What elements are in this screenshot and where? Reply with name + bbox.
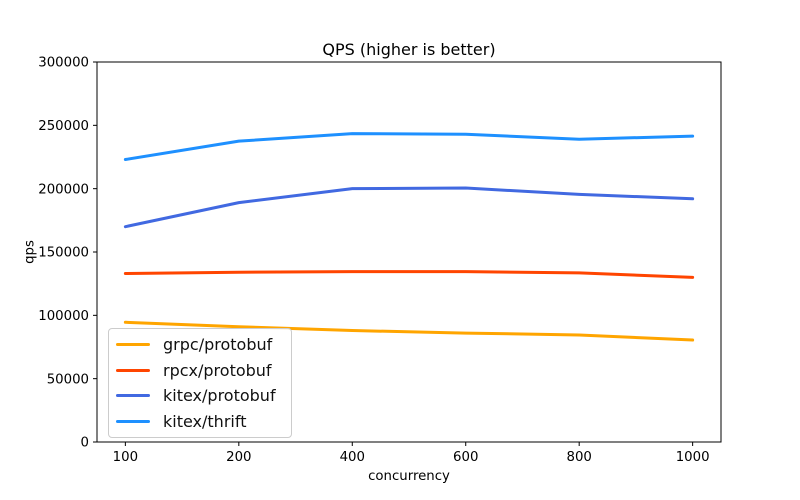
x-tick-label: 800 bbox=[566, 450, 591, 465]
x-tick-label: 200 bbox=[226, 450, 251, 465]
legend-swatch-rpcx-protobuf bbox=[116, 368, 150, 372]
legend-item-kitex-protobuf: kitex/protobuf bbox=[109, 383, 291, 408]
series-line-kitex-thrift bbox=[123, 132, 695, 162]
y-tick-label: 100000 bbox=[38, 309, 89, 324]
legend-swatch-kitex-protobuf bbox=[116, 394, 150, 398]
y-tick-label: 150000 bbox=[38, 246, 89, 261]
legend-item-grpc-protobuf: grpc/protobuf bbox=[109, 332, 291, 357]
series-line-kitex-protobuf bbox=[123, 186, 695, 229]
legend-item-rpcx-protobuf: rpcx/protobuf bbox=[109, 358, 291, 383]
chart-title: QPS (higher is better) bbox=[322, 40, 496, 59]
x-tick-label: 600 bbox=[453, 450, 478, 465]
y-tick-label: 300000 bbox=[38, 56, 89, 71]
series-line-grpc-protobuf bbox=[123, 320, 695, 342]
y-tick-label: 50000 bbox=[47, 372, 89, 387]
legend-label: kitex/protobuf bbox=[163, 386, 276, 406]
legend-label: rpcx/protobuf bbox=[163, 360, 272, 380]
x-tick-label: 100 bbox=[113, 450, 138, 465]
legend-item-kitex-thrift: kitex/thrift bbox=[109, 409, 291, 434]
x-axis-label: concurrency bbox=[368, 469, 450, 484]
y-axis-label: qps bbox=[22, 240, 38, 264]
legend-swatch-kitex-thrift bbox=[116, 419, 150, 423]
y-tick-label: 0 bbox=[81, 436, 89, 451]
x-tick-label: 1000 bbox=[676, 450, 710, 465]
legend-label: grpc/protobuf bbox=[163, 335, 273, 355]
y-tick-label: 250000 bbox=[38, 119, 89, 134]
legend-swatch-grpc-protobuf bbox=[116, 343, 150, 347]
legend-label: kitex/thrift bbox=[163, 411, 247, 431]
legend: grpc/protobuf rpcx/protobuf kitex/protobuf… bbox=[108, 328, 292, 438]
series-line-rpcx-protobuf bbox=[123, 270, 695, 279]
y-tick-label: 200000 bbox=[38, 182, 89, 197]
x-tick-label: 400 bbox=[340, 450, 365, 465]
